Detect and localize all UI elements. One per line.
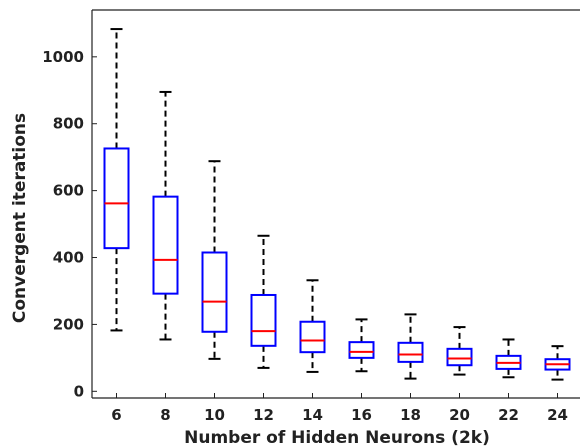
y-tick-label: 400 — [53, 249, 84, 267]
x-tick-label: 24 — [547, 406, 568, 424]
x-tick-label: 22 — [498, 406, 519, 424]
y-tick-label: 200 — [53, 315, 84, 333]
box-iqr — [152, 195, 179, 295]
x-tick-label: 16 — [351, 406, 372, 424]
box-iqr — [348, 341, 375, 359]
box-iqr — [250, 293, 277, 347]
y-tick-label: 0 — [74, 382, 84, 400]
x-tick-label: 8 — [160, 406, 170, 424]
x-tick-label: 12 — [253, 406, 274, 424]
x-tick-label: 18 — [400, 406, 421, 424]
box-iqr — [103, 147, 130, 250]
y-tick-label: 1000 — [42, 48, 84, 66]
box-iqr — [299, 320, 326, 354]
plot-layer: 0 200 400 600 800 1000 6 8 10 12 14 16 18 20 22 24 — [42, 9, 580, 424]
x-tick-label: 20 — [449, 406, 470, 424]
box-iqr — [397, 341, 424, 363]
x-tick-label: 10 — [204, 406, 225, 424]
box-iqr — [446, 347, 473, 367]
box-iqr — [201, 251, 228, 333]
y-axis-label: Convergent iterations — [10, 113, 30, 323]
y-tick-label: 600 — [53, 182, 84, 200]
x-axis-label: Number of Hidden Neurons (2k) — [184, 428, 490, 448]
x-tick-label: 14 — [302, 406, 323, 424]
y-tick-label: 800 — [53, 115, 84, 133]
x-tick-label: 6 — [111, 406, 121, 424]
